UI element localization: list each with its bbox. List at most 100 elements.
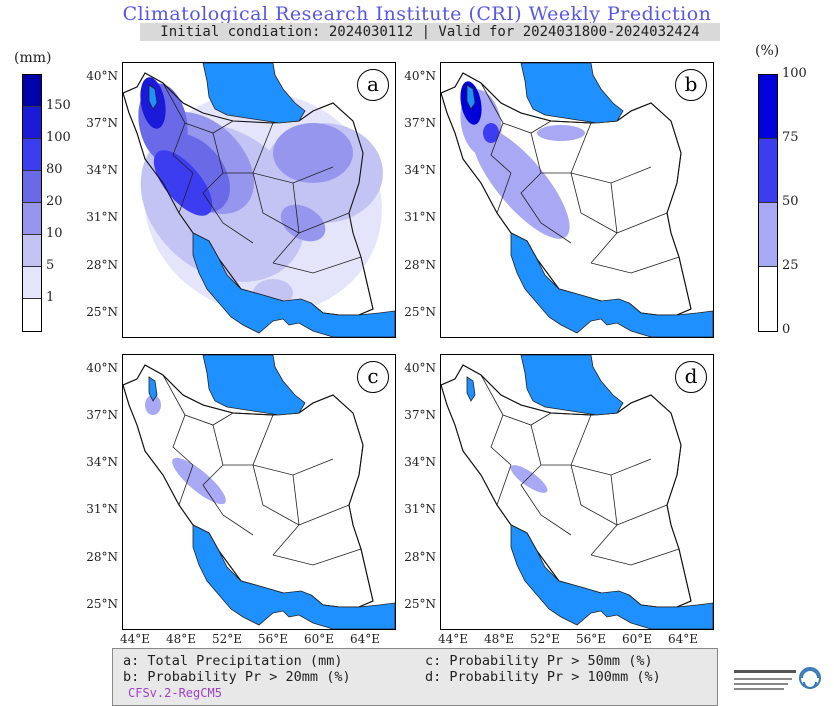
- precip-area: [172, 457, 226, 505]
- panel-label-a: a: [357, 69, 389, 101]
- colorbar-tick-label: 75: [782, 130, 799, 145]
- colorbar-tick-label: 1: [46, 290, 55, 305]
- province-boundary: [172, 414, 194, 466]
- map-c: [123, 355, 395, 629]
- province-boundary: [212, 414, 274, 466]
- precip-area: [510, 465, 548, 493]
- colorbar-swatch: [23, 235, 41, 267]
- colorbar-tick-label: 100: [46, 130, 71, 145]
- latitude-label: 34°N: [86, 455, 118, 469]
- longitude-label: 56°E: [258, 632, 289, 646]
- province-boundary: [590, 548, 680, 566]
- latitude-label: 37°N: [404, 116, 436, 130]
- latitude-label: 28°N: [86, 550, 118, 564]
- precip-area: [145, 395, 161, 415]
- province-boundary: [480, 82, 552, 134]
- province-boundary: [570, 172, 618, 234]
- province-boundary: [272, 256, 362, 274]
- latitude-label: 25°N: [404, 305, 436, 319]
- latitude-label: 31°N: [86, 210, 118, 224]
- longitude-label: 52°E: [212, 632, 243, 646]
- province-boundary: [530, 122, 592, 174]
- model-label: CFSv.2-RegCM5: [128, 686, 222, 700]
- colorbar-swatch: [23, 75, 41, 107]
- persian-gulf: [192, 232, 395, 337]
- precip-area: [273, 123, 353, 183]
- latitude-label: 25°N: [86, 597, 118, 611]
- colorbar-swatch: [23, 299, 41, 331]
- lake-urmia: [148, 376, 158, 402]
- province-boundary: [616, 212, 668, 234]
- right-colorbar: [758, 74, 778, 332]
- colorbar-tick-label: 20: [46, 194, 63, 209]
- latitude-label: 40°N: [404, 69, 436, 83]
- persian-gulf: [192, 524, 395, 629]
- colorbar-swatch: [23, 171, 41, 203]
- longitude-label: 60°E: [622, 632, 653, 646]
- legend-b: b: Probability Pr > 20mm (%): [123, 669, 351, 685]
- main-title: Climatological Research Institute (CRI) …: [122, 3, 712, 25]
- province-boundary: [570, 464, 618, 526]
- colorbar-tick-label: 50: [782, 194, 799, 209]
- colorbar-tick-label: 0: [782, 322, 791, 337]
- map-panel-d: d: [440, 354, 714, 630]
- left-colorbar: [22, 74, 42, 332]
- colorbar-tick-label: 25: [782, 258, 799, 273]
- panel-label-d: d: [675, 361, 707, 393]
- lake-urmia: [466, 376, 476, 402]
- longitude-label: 48°E: [484, 632, 515, 646]
- precip-area: [280, 204, 326, 242]
- latitude-label: 28°N: [404, 258, 436, 272]
- province-boundary: [590, 256, 680, 274]
- country-border: [123, 364, 374, 608]
- map-panel-c: c: [122, 354, 396, 630]
- map-b: [441, 63, 713, 337]
- longitude-label: 44°E: [438, 632, 469, 646]
- precip-area: [537, 125, 585, 141]
- province-boundary: [490, 414, 512, 466]
- latitude-label: 34°N: [86, 163, 118, 177]
- longitude-label: 64°E: [350, 632, 381, 646]
- latitude-label: 31°N: [404, 210, 436, 224]
- caspian-sea: [202, 355, 306, 416]
- longitude-label: 64°E: [668, 632, 699, 646]
- province-boundary: [178, 172, 194, 214]
- map-a: [123, 63, 395, 337]
- latitude-label: 40°N: [86, 361, 118, 375]
- map-d: [441, 355, 713, 629]
- colorbar-swatch: [23, 203, 41, 235]
- latitude-label: 28°N: [404, 550, 436, 564]
- province-boundary: [616, 504, 668, 526]
- institute-logo: [734, 667, 821, 690]
- longitude-label: 44°E: [120, 632, 151, 646]
- country-border: [441, 364, 692, 608]
- latitude-label: 40°N: [404, 361, 436, 375]
- caspian-sea: [520, 63, 624, 124]
- caspian-sea: [520, 355, 624, 416]
- colorbar-swatch: [759, 75, 777, 139]
- map-panel-a: a: [122, 62, 396, 338]
- province-boundary: [496, 464, 512, 506]
- province-boundary: [172, 122, 194, 174]
- colorbar-tick-label: 5: [46, 258, 55, 273]
- province-boundary: [496, 172, 512, 214]
- left-colorbar-unit: (mm): [14, 50, 52, 66]
- colorbar-swatch: [23, 139, 41, 171]
- panel-label-c: c: [357, 361, 389, 393]
- right-colorbar-unit: (%): [755, 43, 780, 59]
- province-boundary: [202, 464, 254, 536]
- latitude-label: 34°N: [404, 455, 436, 469]
- province-boundary: [252, 464, 300, 526]
- precip-area: [153, 150, 213, 216]
- country-border: [123, 72, 374, 316]
- province-boundary: [202, 172, 254, 244]
- colorbar-swatch: [759, 203, 777, 267]
- latitude-label: 40°N: [86, 69, 118, 83]
- legend-a: a: Total Precipitation (mm): [123, 653, 343, 669]
- legend-d: d: Probability Pr > 100mm (%): [425, 669, 661, 685]
- legend-box: a: Total Precipitation (mm) b: Probabili…: [112, 648, 718, 706]
- legend-c: c: Probability Pr > 50mm (%): [425, 653, 653, 669]
- latitude-label: 25°N: [86, 305, 118, 319]
- province-boundary: [252, 172, 300, 234]
- longitude-label: 56°E: [576, 632, 607, 646]
